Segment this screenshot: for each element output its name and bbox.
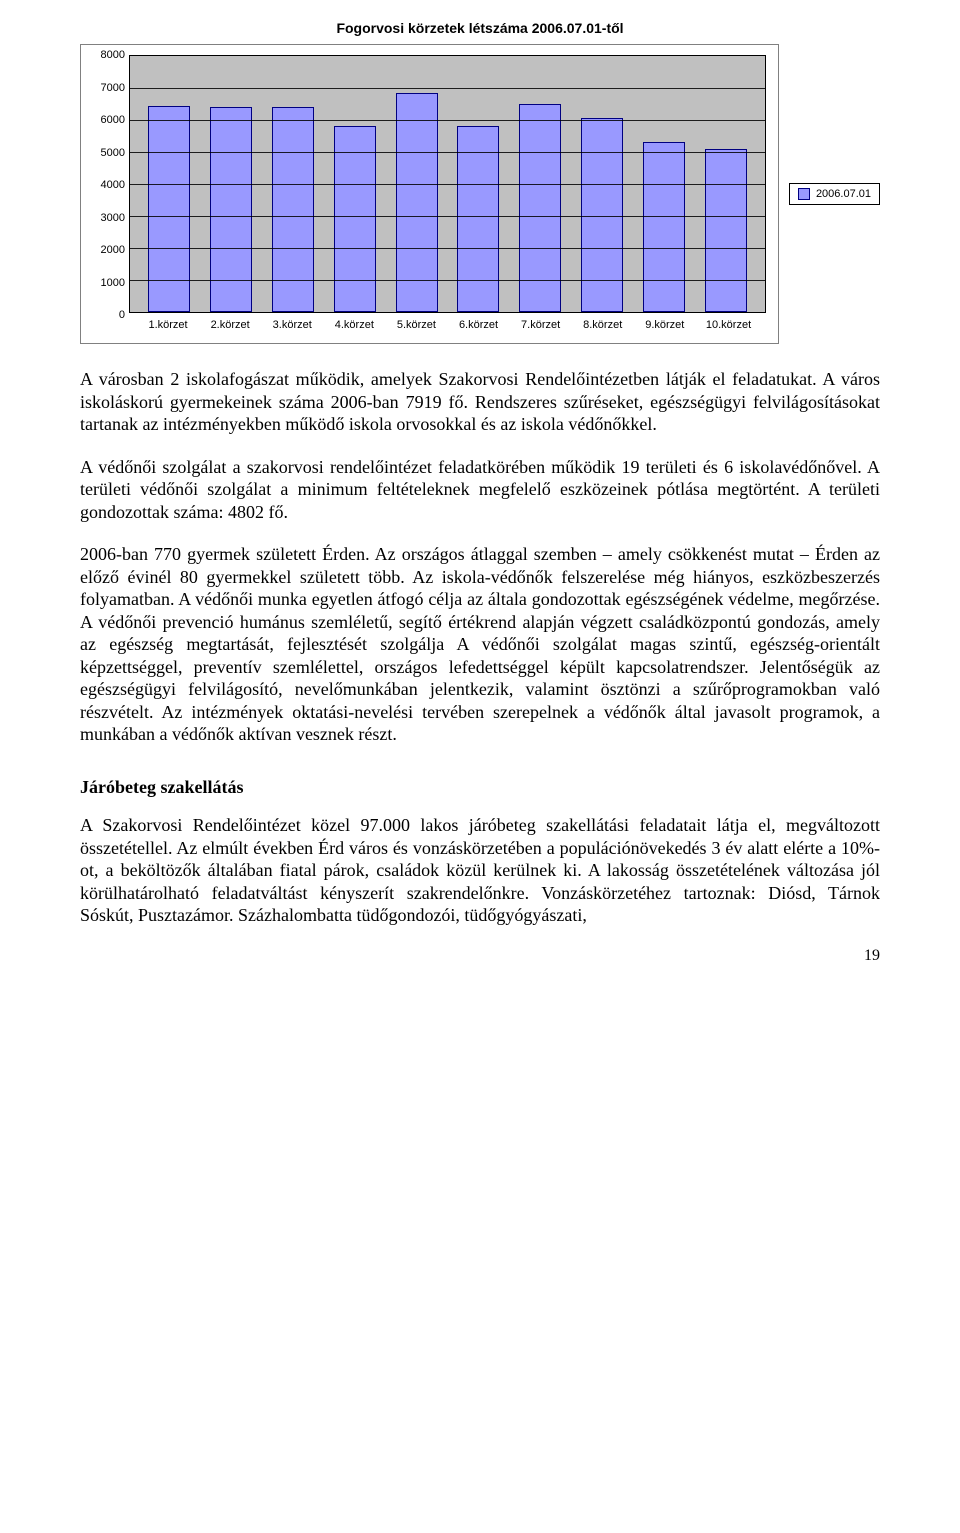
x-axis-label: 1.körzet [147,319,189,339]
x-axis-label: 8.körzet [582,319,624,339]
legend-label: 2006.07.01 [816,188,871,200]
bar [272,107,314,312]
grid-line [130,280,765,281]
bar [334,126,376,312]
section-title: Járóbeteg szakellátás [80,776,880,799]
paragraph-2: A védőnői szolgálat a szakorvosi rendelő… [80,456,880,524]
bar [148,106,190,312]
chart-title: Fogorvosi körzetek létszáma 2006.07.01-t… [80,20,880,36]
y-axis-label: 7000 [81,82,125,94]
grid-line [130,120,765,121]
y-axis-label: 5000 [81,147,125,159]
y-axis-label: 2000 [81,244,125,256]
x-axis-label: 3.körzet [271,319,313,339]
grid-line [130,184,765,185]
grid-line [130,216,765,217]
section-paragraph-1: A Szakorvosi Rendelőintézet közel 97.000… [80,814,880,927]
bar [210,107,252,312]
x-axis-label: 9.körzet [644,319,686,339]
body-text: A városban 2 iskolafogászat működik, ame… [80,368,880,927]
chart-frame: 1.körzet 2.körzet 3.körzet 4.körzet 5.körzet… [80,44,779,344]
x-axis-label: 2.körzet [209,319,251,339]
chart-legend: 2006.07.01 [789,183,880,205]
y-axis-label: 3000 [81,212,125,224]
y-axis-label: 0 [81,309,125,321]
y-axis-label: 8000 [81,49,125,61]
page-number: 19 [80,947,880,965]
plot-area [129,55,766,313]
bar [705,149,747,312]
bar [643,142,685,312]
grid-line [130,88,765,89]
x-axis-labels: 1.körzet 2.körzet 3.körzet 4.körzet 5.körzet… [129,319,766,339]
grid-line [130,152,765,153]
y-axis-label: 1000 [81,277,125,289]
y-axis-label: 6000 [81,114,125,126]
paragraph-3: 2006-ban 770 gyermek született Érden. Az… [80,543,880,746]
chart-container: 1.körzet 2.körzet 3.körzet 4.körzet 5.körzet… [80,44,880,344]
paragraph-1: A városban 2 iskolafogászat működik, ame… [80,368,880,436]
x-axis-label: 4.körzet [333,319,375,339]
x-axis-label: 5.körzet [395,319,437,339]
legend-swatch [798,188,810,200]
x-axis-label: 7.körzet [520,319,562,339]
grid-line [130,248,765,249]
x-axis-label: 6.körzet [458,319,500,339]
x-axis-label: 10.körzet [706,319,748,339]
y-axis-label: 4000 [81,179,125,191]
bar [457,126,499,312]
